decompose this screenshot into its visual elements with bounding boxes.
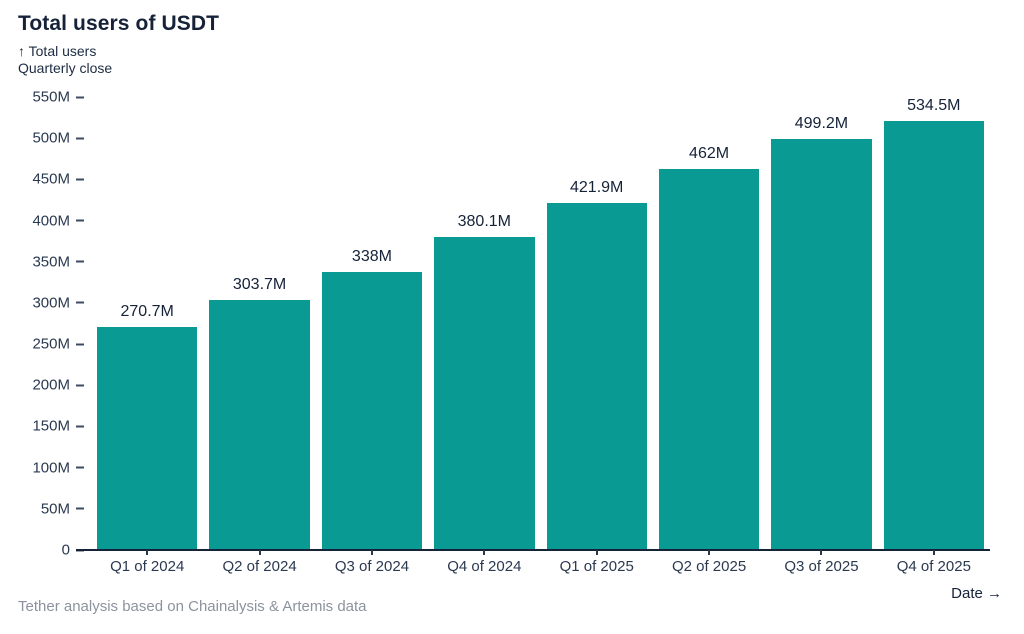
y-tick: 0: [0, 542, 84, 559]
y-tick: 550M: [0, 89, 84, 106]
y-tick-mark: [76, 96, 84, 98]
bar: [546, 202, 647, 550]
y-tick-mark: [76, 384, 84, 387]
source-note: Tether analysis based on Chainalysis & A…: [18, 598, 367, 615]
x-tick-mark: [483, 550, 486, 555]
y-tick-label: 150M: [32, 417, 70, 435]
y-tick-label: 250M: [32, 335, 70, 353]
y-tick-mark: [76, 343, 84, 346]
bar-group: 421.9M: [541, 97, 653, 550]
plot-area: 550M 500M 450M 400M 350M 300M 250M 200M 150M 100M…: [0, 89, 1024, 559]
x-category-label: Q2 of 2024: [222, 558, 297, 575]
bar: [883, 121, 984, 550]
bar-value-label: 303.7M: [232, 275, 287, 293]
y-axis-annotation-line1: ↑ Total users: [18, 43, 97, 59]
x-tick-mark: [370, 550, 373, 555]
bar-value-label: 380.1M: [457, 212, 511, 230]
y-tick-mark: [76, 260, 84, 263]
y-tick-label: 50M: [40, 500, 70, 518]
y-tick: 350M: [0, 253, 84, 270]
y-tick: 200M: [0, 377, 84, 394]
bar: [771, 138, 872, 550]
bars-area: 270.7M 303.7M 338M 380.1M 421.9M 462M 499.2M 53…: [91, 97, 990, 550]
x-tick-mark: [258, 550, 261, 555]
x-tick-mark: [932, 550, 935, 555]
y-tick-label: 350M: [32, 253, 70, 271]
y-tick-label: 550M: [32, 88, 70, 106]
y-tick-mark: [76, 178, 84, 181]
y-tick: 450M: [0, 171, 84, 188]
y-tick-mark: [76, 466, 84, 469]
bar-group: 462M: [653, 97, 765, 550]
x-tick-mark: [146, 550, 149, 555]
x-category-label: Q3 of 2025: [784, 558, 859, 575]
y-tick-mark: [76, 425, 84, 428]
x-tick-mark: [595, 550, 598, 555]
y-tick-mark: [76, 301, 84, 304]
bar-value-label: 499.2M: [794, 114, 849, 132]
x-category: Q4 of 2024: [428, 550, 540, 575]
y-tick: 400M: [0, 212, 84, 229]
y-tick-mark: [76, 219, 84, 222]
bar-group: 270.7M: [91, 97, 203, 550]
y-tick: 500M: [0, 130, 84, 147]
x-category: Q1 of 2025: [541, 550, 653, 575]
y-tick-label: 0: [61, 541, 70, 559]
x-axis-title: Date →: [951, 585, 1002, 602]
bar-value-label: 534.5M: [907, 97, 961, 114]
y-tick-label: 400M: [32, 212, 70, 230]
x-category: Q3 of 2025: [765, 550, 877, 575]
bar: [434, 236, 535, 550]
y-tick-mark: [76, 137, 84, 140]
x-axis-line: [76, 549, 990, 551]
x-category-label: Q3 of 2024: [334, 558, 410, 575]
bar-value-label: 270.7M: [120, 303, 174, 321]
y-tick-label: 100M: [32, 459, 70, 477]
x-category: Q2 of 2024: [203, 550, 315, 575]
x-category: Q4 of 2025: [878, 550, 990, 575]
y-tick-label: 200M: [32, 376, 70, 394]
y-axis: 550M 500M 450M 400M 350M 300M 250M 200M 150M 100M…: [0, 89, 84, 559]
y-tick: 50M: [0, 500, 84, 517]
bar-value-label: 338M: [351, 247, 392, 265]
x-category: Q2 of 2025: [653, 550, 765, 575]
x-tick-mark: [708, 550, 711, 555]
y-tick: 300M: [0, 294, 84, 311]
bar: [658, 169, 760, 550]
x-category-label: Q4 of 2024: [447, 558, 522, 575]
x-category: Q3 of 2024: [316, 550, 428, 575]
y-tick-label: 300M: [32, 294, 70, 312]
bar-group: 303.7M: [203, 97, 315, 550]
y-tick-mark: [76, 507, 84, 510]
x-tick-mark: [820, 550, 823, 555]
bar: [209, 299, 310, 550]
bar-group: 499.2M: [765, 97, 877, 550]
y-tick-label: 500M: [32, 129, 70, 147]
x-category-label: Q1 of 2024: [110, 558, 185, 575]
y-tick: 100M: [0, 459, 84, 476]
bar-value-label: 462M: [689, 145, 730, 163]
bar: [321, 271, 423, 550]
bar-group: 380.1M: [428, 97, 540, 550]
x-axis-labels: Q1 of 2024 Q2 of 2024 Q3 of 2024 Q4 of 2024…: [91, 550, 990, 575]
bar-group: 338M: [316, 97, 428, 550]
y-tick-label: 450M: [32, 170, 70, 188]
bar: [97, 327, 198, 550]
x-category-label: Q1 of 2025: [559, 558, 634, 575]
x-category: Q1 of 2024: [91, 550, 203, 575]
y-tick: 250M: [0, 336, 84, 353]
x-category-label: Q4 of 2025: [896, 558, 971, 575]
y-axis-annotation: ↑ Total users Quarterly close: [18, 43, 112, 77]
y-axis-annotation-line2: Quarterly close: [18, 60, 113, 77]
bar-value-label: 421.9M: [570, 178, 624, 196]
bar-group: 534.5M: [878, 97, 990, 550]
chart-title: Total users of USDT: [18, 12, 220, 35]
x-category-label: Q2 of 2025: [671, 558, 747, 575]
y-tick: 150M: [0, 418, 84, 435]
